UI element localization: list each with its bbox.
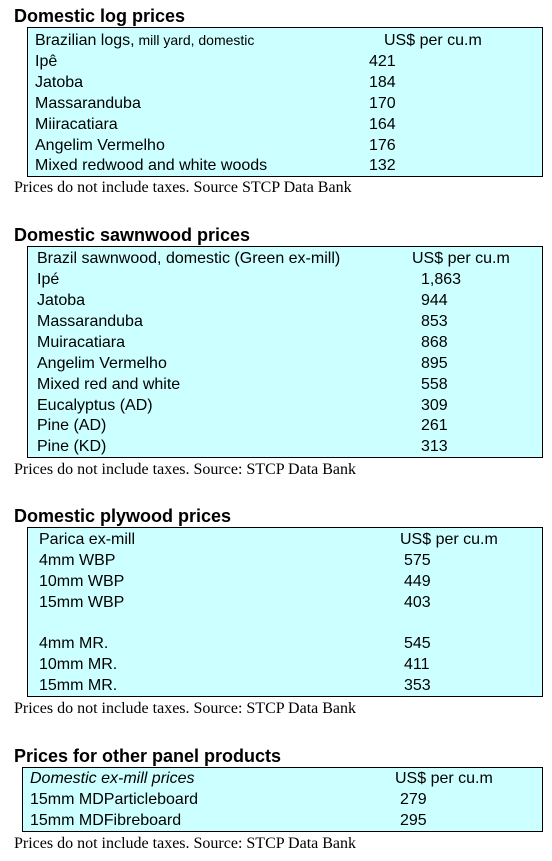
price-value: 895 — [421, 355, 448, 372]
header-unit: US$ per cu.m — [412, 250, 510, 267]
panel-prices-title: Prices for other panel products — [14, 746, 282, 766]
price-value: 545 — [404, 635, 431, 652]
table-row: Miiracatiara 164 — [28, 114, 542, 135]
price-value: 449 — [404, 573, 431, 590]
table-row: Ipê 421 — [28, 51, 542, 72]
table-row: Massaranduba 853 — [28, 311, 542, 332]
table-row: 15mm MDFibreboard 295 — [23, 810, 542, 831]
table-row: Angelim Vermelho 895 — [28, 353, 542, 374]
table-row: 4mm MR. 545 — [28, 633, 542, 654]
product-name: 15mm MR. — [39, 677, 118, 694]
table-row: Angelim Vermelho 176 — [28, 135, 542, 156]
log-prices-table: Brazilian logs, mill yard, domestic US$ … — [27, 27, 543, 177]
price-value: 261 — [421, 417, 448, 434]
price-value: 170 — [369, 95, 396, 112]
species-name: Angelim Vermelho — [37, 355, 167, 372]
species-name: Pine (AD) — [37, 417, 107, 434]
table-row: Eucalyptus (AD) 309 — [28, 395, 542, 416]
species-name: Mixed redwood and white woods — [35, 157, 268, 174]
price-value: 184 — [369, 74, 396, 91]
species-name: Massaranduba — [37, 313, 143, 330]
species-name: Pine (KD) — [37, 438, 107, 455]
table-row: Jatoba 184 — [28, 72, 542, 93]
price-value: 313 — [421, 438, 448, 455]
header-unit: US$ per cu.m — [395, 770, 493, 787]
table-row: 15mm MDParticleboard 279 — [23, 789, 542, 810]
price-value: 575 — [404, 552, 431, 569]
product-name: 10mm WBP — [39, 573, 125, 590]
table-row: Ipé 1,863 — [28, 269, 542, 290]
sawnwood-prices-title: Domestic sawnwood prices — [14, 225, 251, 245]
species-name: Jatoba — [37, 292, 86, 309]
header-unit: US$ per cu.m — [384, 32, 482, 49]
table-row: 15mm MR. 353 — [28, 675, 542, 696]
header-sublabel: mill yard, domestic — [134, 32, 255, 48]
price-value: 853 — [421, 313, 448, 330]
log-prices-title: Domestic log prices — [14, 6, 186, 26]
header-label: Brazil sawnwood, domestic (Green ex-mill… — [37, 250, 341, 267]
source-note: Prices do not include taxes. Source: STC… — [14, 835, 357, 852]
header-label: Parica ex-mill — [39, 531, 136, 548]
price-value: 868 — [421, 334, 448, 351]
table-row: 4mm WBP 575 — [28, 550, 542, 571]
product-name: 15mm WBP — [39, 594, 125, 611]
species-name: Miiracatiara — [35, 116, 118, 133]
table-row: Massaranduba 170 — [28, 93, 542, 114]
species-name: Ipê — [35, 53, 58, 70]
table-row: 15mm WBP 403 — [28, 592, 542, 613]
price-value: 353 — [404, 677, 431, 694]
source-note: Prices do not include taxes. Source STCP… — [14, 179, 352, 196]
plywood-prices-title: Domestic plywood prices — [14, 506, 232, 526]
table-row: 10mm MR. 411 — [28, 654, 542, 675]
species-name: Mixed red and white — [37, 376, 181, 393]
table-row: Pine (KD) 313 — [28, 436, 542, 457]
price-value: 176 — [369, 137, 396, 154]
table-row: Mixed red and white 558 — [28, 374, 542, 395]
price-value: 421 — [369, 53, 396, 70]
price-value: 279 — [400, 791, 427, 808]
price-value: 132 — [369, 157, 396, 174]
plywood-prices-table: Parica ex-mill US$ per cu.m 4mm WBP 575 … — [27, 527, 543, 697]
product-name: 4mm WBP — [39, 552, 116, 569]
product-name: 4mm MR. — [39, 635, 109, 652]
table-header: Brazilian logs, mill yard, domestic US$ … — [28, 30, 542, 51]
price-value: 295 — [400, 812, 427, 829]
species-name: Massaranduba — [35, 95, 141, 112]
table-row: Pine (AD) 261 — [28, 415, 542, 436]
header-unit: US$ per cu.m — [400, 531, 498, 548]
sawnwood-prices-table: Brazil sawnwood, domestic (Green ex-mill… — [27, 246, 543, 458]
species-name: Ipé — [37, 271, 60, 288]
species-name: Jatoba — [35, 74, 84, 91]
header-label: Brazilian logs, — [35, 32, 135, 49]
price-value: 164 — [369, 116, 396, 133]
product-name: 15mm MDFibreboard — [30, 812, 182, 829]
header-label: Domestic ex-mill prices — [30, 770, 195, 787]
price-value: 403 — [404, 594, 431, 611]
species-name: Angelim Vermelho — [35, 137, 165, 154]
product-name: 15mm MDParticleboard — [30, 791, 199, 808]
table-row: Muiracatiara 868 — [28, 332, 542, 353]
table-header: Parica ex-mill US$ per cu.m — [28, 529, 542, 550]
price-value: 944 — [421, 292, 448, 309]
product-name: 10mm MR. — [39, 656, 118, 673]
table-row: 10mm WBP 449 — [28, 571, 542, 592]
table-row: Jatoba 944 — [28, 290, 542, 311]
species-name: Eucalyptus (AD) — [37, 397, 153, 414]
panel-prices-table: Domestic ex-mill prices US$ per cu.m 15m… — [22, 767, 543, 832]
price-value: 411 — [404, 656, 430, 673]
source-note: Prices do not include taxes. Source: STC… — [14, 700, 357, 717]
price-value: 1,863 — [421, 271, 462, 288]
table-header: Domestic ex-mill prices US$ per cu.m — [23, 768, 542, 789]
species-name: Muiracatiara — [37, 334, 126, 351]
price-value: 309 — [421, 397, 448, 414]
price-value: 558 — [421, 376, 448, 393]
source-note: Prices do not include taxes. Source: STC… — [14, 461, 357, 478]
table-header: Brazil sawnwood, domestic (Green ex-mill… — [28, 248, 542, 269]
table-row: Mixed redwood and white woods 132 — [28, 155, 542, 176]
